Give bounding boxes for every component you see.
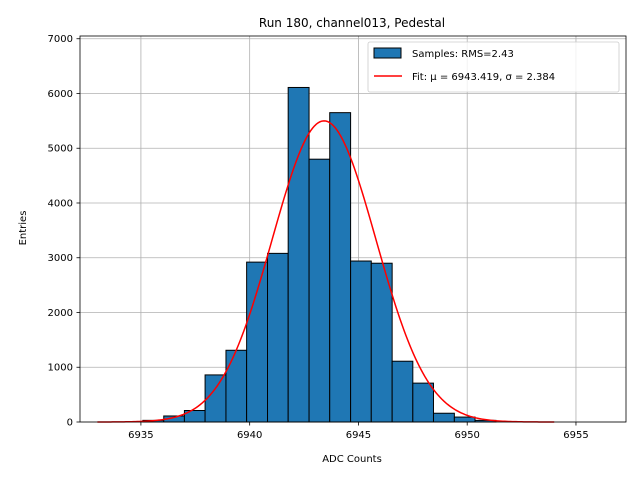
- fit-curve: [97, 120, 555, 423]
- legend: Samples: RMS=2.43 Fit: μ = 6943.419, σ =…: [367, 41, 620, 93]
- x-tick-label: 6950: [454, 430, 479, 441]
- x-axis-ticks: 6935 6940 6945 6950 6955: [128, 422, 589, 441]
- x-tick-label: 6955: [563, 430, 588, 441]
- histogram-bar: [225, 349, 248, 423]
- histogram-bar: [308, 158, 331, 423]
- histogram-bar: [453, 416, 476, 423]
- legend-swatch-samples: [373, 47, 402, 59]
- y-axis-ticks: 0 1000 2000 3000 4000 5000 6000 7000: [48, 34, 80, 429]
- y-tick-label: 2000: [48, 308, 73, 319]
- x-tick-label: 6935: [128, 430, 153, 441]
- histogram-bar: [391, 360, 414, 423]
- histogram-bar: [204, 374, 227, 423]
- x-axis-label: ADC Counts: [322, 454, 382, 465]
- histogram-bar: [267, 252, 289, 423]
- histogram-bar: [329, 112, 352, 423]
- histogram-bar: [432, 412, 455, 423]
- x-tick-label: 6940: [237, 430, 262, 441]
- chart-title: Run 180, channel013, Pedestal: [259, 16, 445, 30]
- y-axis-label: Entries: [18, 211, 29, 246]
- histogram-bar: [350, 260, 372, 423]
- histogram-bar: [412, 382, 434, 423]
- y-tick-label: 6000: [48, 89, 73, 100]
- y-tick-label: 0: [67, 418, 73, 429]
- x-tick-label: 6945: [346, 430, 371, 441]
- y-tick-label: 4000: [48, 198, 73, 209]
- histogram-bar: [246, 261, 269, 423]
- legend-box: [367, 41, 620, 93]
- fit-layer: [97, 120, 555, 423]
- y-tick-label: 3000: [48, 253, 73, 264]
- plot-frame: [79, 35, 627, 423]
- y-tick-label: 5000: [48, 144, 73, 155]
- y-tick-label: 1000: [48, 363, 73, 374]
- legend-label-samples: Samples: RMS=2.43: [412, 49, 514, 60]
- histogram-bars: [142, 86, 497, 423]
- legend-label-fit: Fit: μ = 6943.419, σ = 2.384: [412, 72, 555, 83]
- y-tick-label: 7000: [48, 34, 73, 45]
